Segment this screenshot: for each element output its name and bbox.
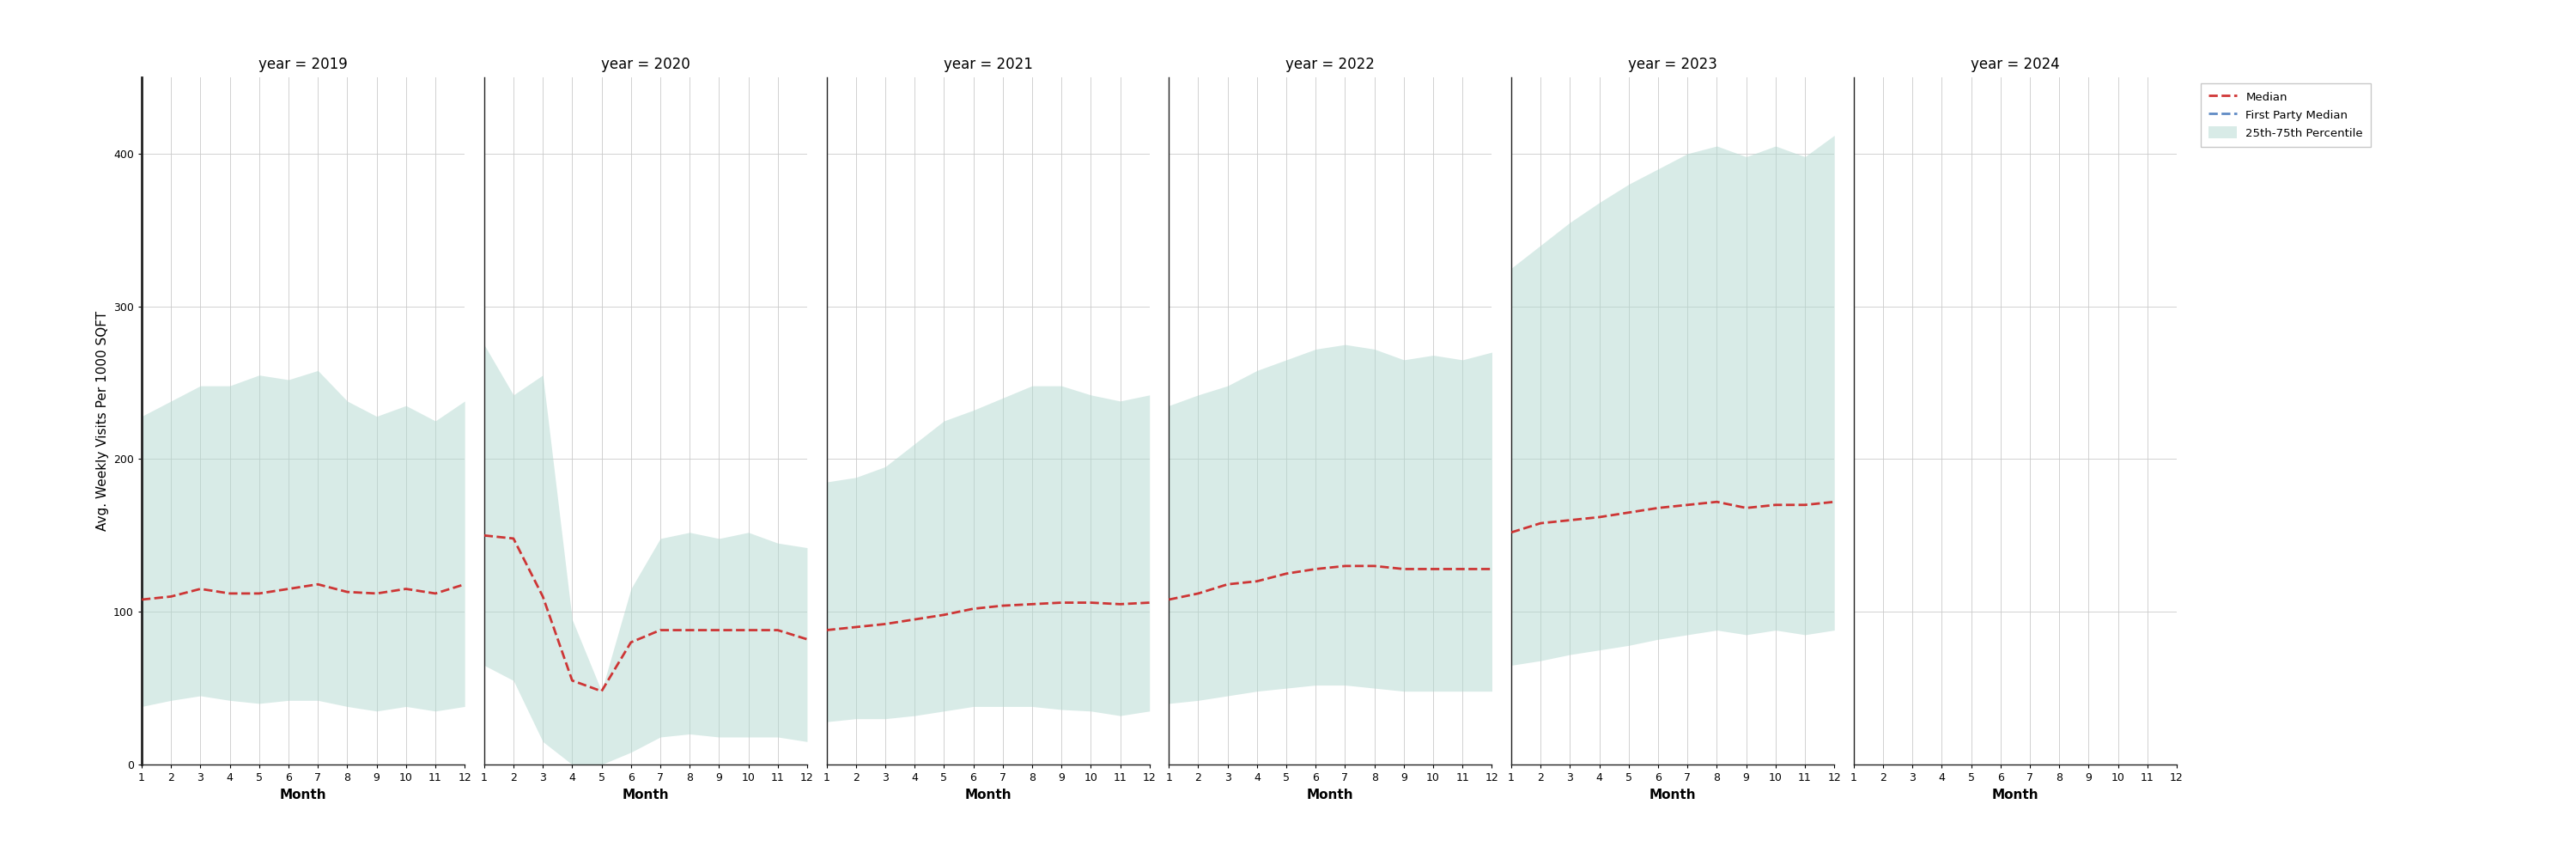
Title: year = 2021: year = 2021 [943, 57, 1033, 72]
Title: year = 2024: year = 2024 [1971, 57, 2061, 72]
Title: year = 2023: year = 2023 [1628, 57, 1718, 72]
X-axis label: Month: Month [281, 789, 327, 801]
Legend: Median, First Party Median, 25th-75th Percentile: Median, First Party Median, 25th-75th Pe… [2200, 83, 2370, 147]
Title: year = 2022: year = 2022 [1285, 57, 1376, 72]
X-axis label: Month: Month [1306, 789, 1355, 801]
Title: year = 2020: year = 2020 [600, 57, 690, 72]
Y-axis label: Avg. Weekly Visits Per 1000 SQFT: Avg. Weekly Visits Per 1000 SQFT [95, 311, 108, 531]
X-axis label: Month: Month [623, 789, 670, 801]
Title: year = 2019: year = 2019 [258, 57, 348, 72]
X-axis label: Month: Month [1649, 789, 1695, 801]
X-axis label: Month: Month [963, 789, 1012, 801]
X-axis label: Month: Month [1991, 789, 2038, 801]
